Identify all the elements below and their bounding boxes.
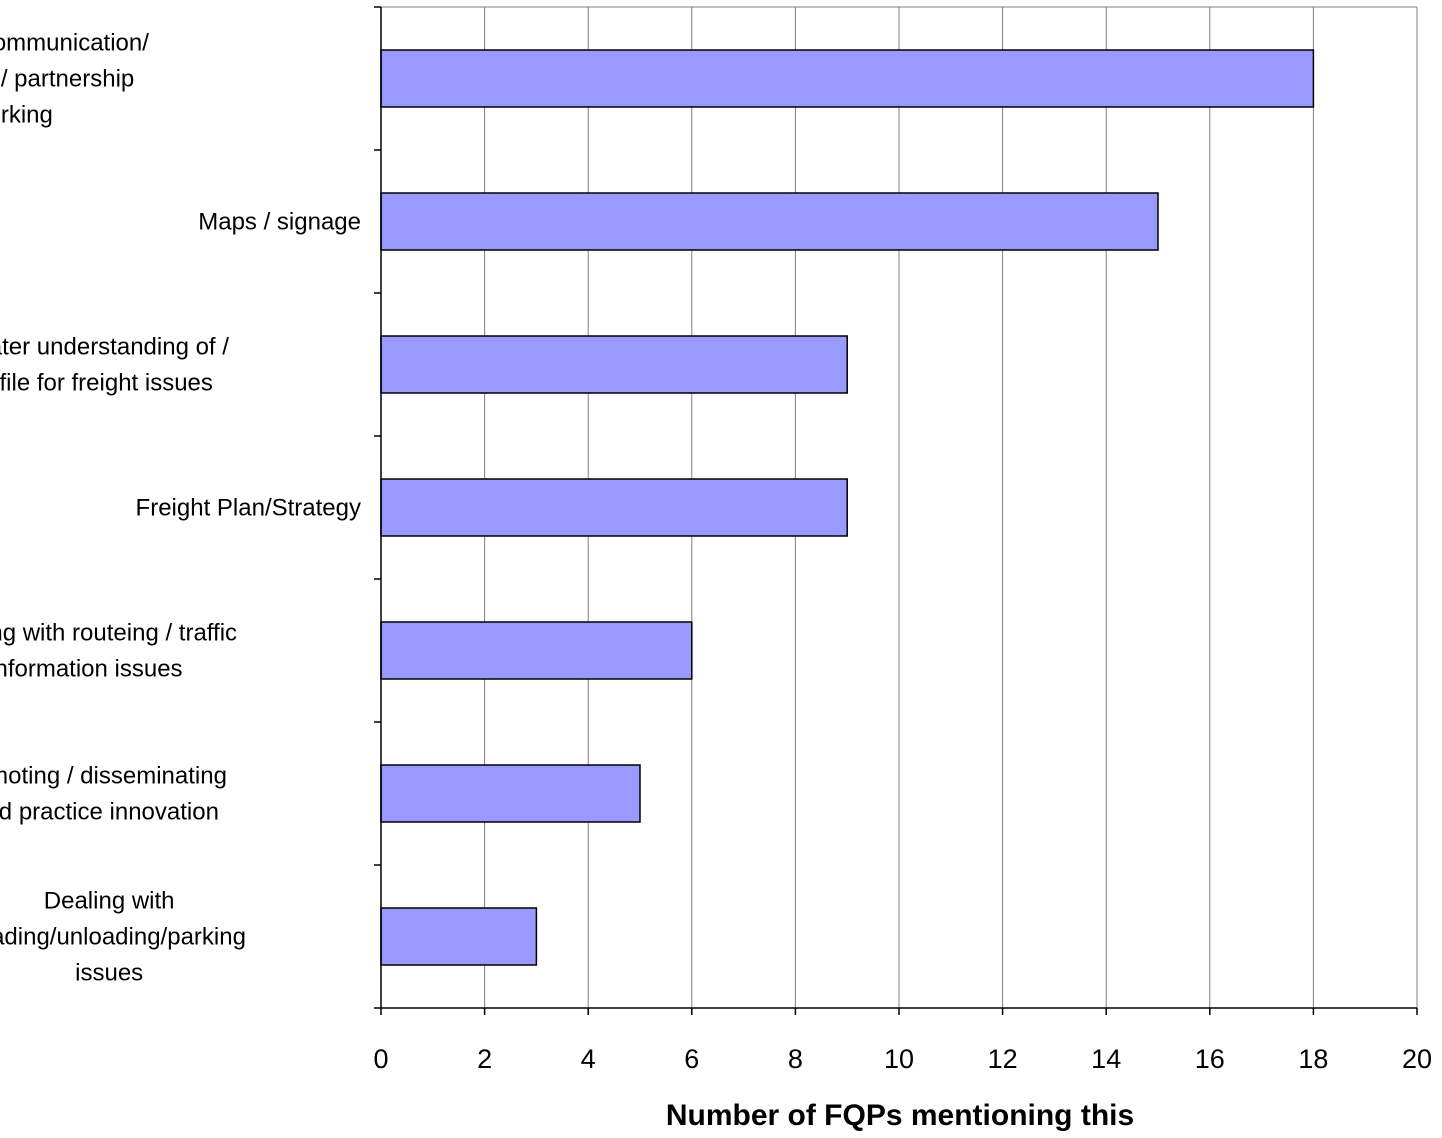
x-tick-label: 0	[373, 1044, 388, 1074]
y-tick-label: Promoting / disseminatinggood practice i…	[0, 763, 227, 826]
x-tick-label: 20	[1402, 1044, 1432, 1074]
x-tick-label: 14	[1091, 1044, 1121, 1074]
y-tick-label: Dealing withloading/unloading/parkingiss…	[0, 888, 246, 987]
y-tick-label: Maps / signage	[198, 209, 361, 236]
y-tick-label: Dealing with routeing / trafficinformati…	[0, 620, 237, 683]
x-tick-label: 18	[1298, 1044, 1328, 1074]
x-tick-label: 16	[1195, 1044, 1225, 1074]
bar	[380, 335, 848, 394]
y-tick-label: Improved communication/discussion/ partn…	[0, 30, 149, 129]
y-tick-labels: Improved communication/discussion/ partn…	[0, 30, 361, 987]
x-tick-label: 12	[988, 1044, 1018, 1074]
gridlines	[381, 6, 1418, 1008]
bar	[380, 192, 1159, 251]
bar	[380, 764, 641, 823]
axes	[374, 6, 1418, 1015]
y-tick-label: Greater understanding of /profile for fr…	[0, 334, 229, 397]
x-tick-label: 8	[788, 1044, 803, 1074]
x-tick-label: 4	[581, 1044, 596, 1074]
x-tick-label: 6	[684, 1044, 699, 1074]
x-tick-labels: 0 2 4 6 8 10 12 14 16 18 20	[373, 1044, 1432, 1074]
bar	[380, 49, 1315, 108]
y-tick-label: Freight Plan/Strategy	[136, 495, 361, 522]
bar	[380, 621, 693, 680]
bar	[380, 907, 538, 966]
x-tick-label: 10	[884, 1044, 914, 1074]
bar	[380, 478, 848, 537]
x-tick-label: 2	[477, 1044, 492, 1074]
x-axis-title: Number of FQPs mentioning this	[666, 1099, 1134, 1132]
bars	[380, 49, 1315, 966]
